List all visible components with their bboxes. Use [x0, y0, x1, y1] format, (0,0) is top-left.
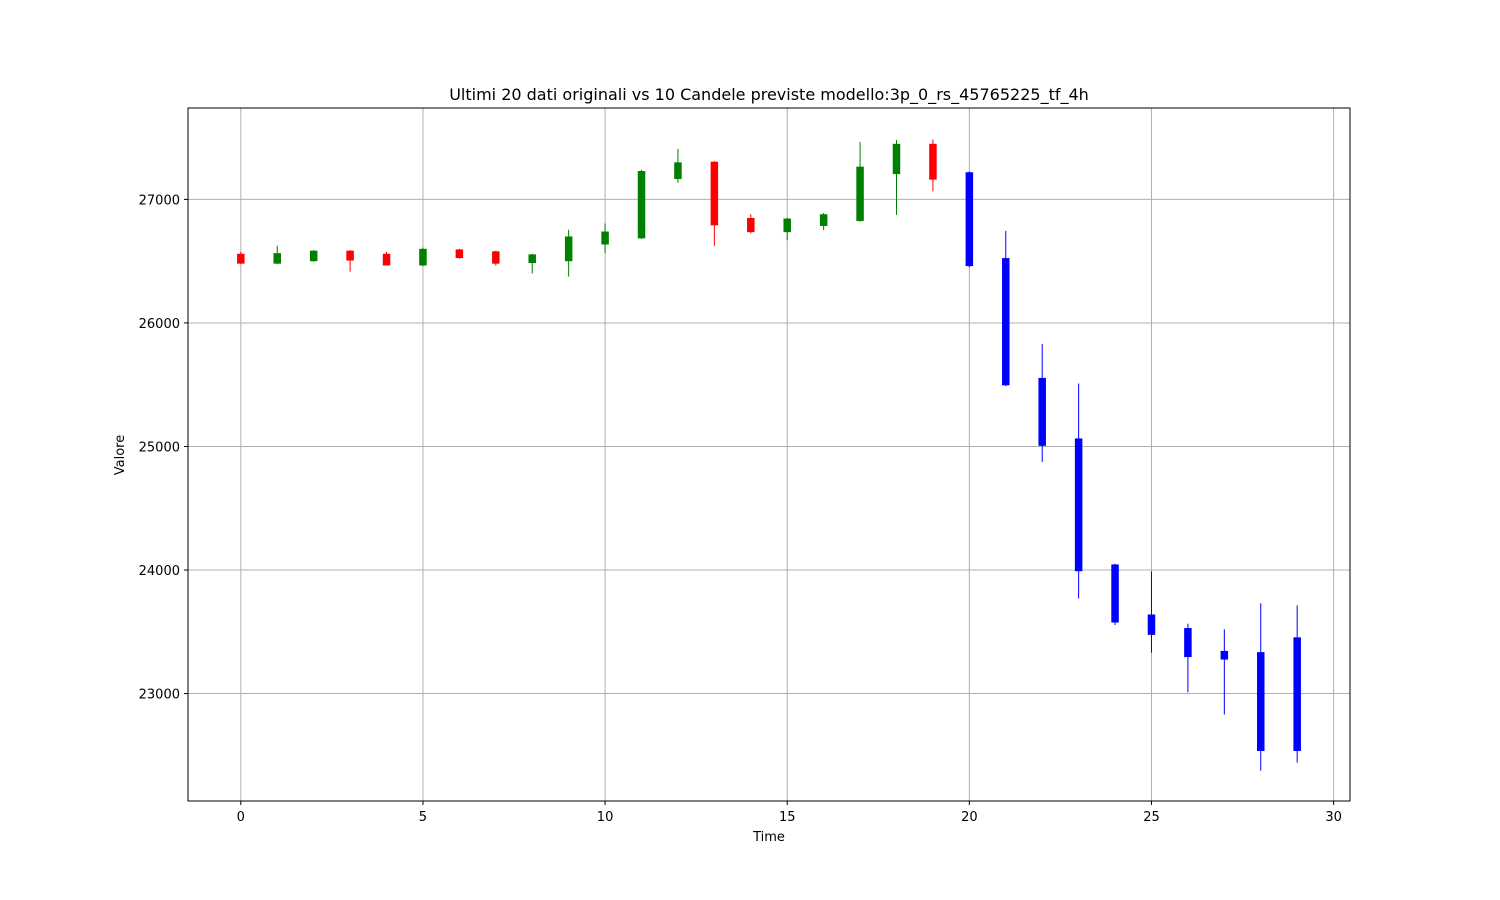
- forecast-candle: [1038, 343, 1046, 462]
- candle-body: [856, 166, 864, 222]
- x-tick-label: 30: [1325, 810, 1342, 825]
- axis-ticks: 0 5 10 15 20 25 30 23000 24000 25000 26000 27000: [139, 193, 1342, 825]
- original-candle: [783, 217, 791, 241]
- candle-body: [1257, 652, 1265, 751]
- x-tick-label: 0: [237, 810, 245, 825]
- x-axis-label: Time: [752, 830, 785, 845]
- candle-body: [382, 253, 391, 266]
- x-tick-label: 10: [597, 810, 614, 825]
- original-candle: [492, 250, 500, 266]
- candle-body: [1184, 628, 1192, 658]
- forecast-candle: [1293, 605, 1301, 763]
- candle-body: [273, 253, 281, 264]
- original-candle: [237, 251, 245, 265]
- original-candle: [710, 161, 719, 246]
- original-candle: [346, 250, 354, 272]
- y-tick-label: 25000: [139, 440, 180, 455]
- y-axis-label: Valore: [113, 435, 128, 475]
- candle-body: [455, 249, 464, 259]
- candle-body: [1074, 438, 1083, 572]
- candle-body: [747, 217, 755, 233]
- y-tick-label: 24000: [139, 564, 180, 579]
- original-candle: [856, 141, 864, 222]
- candle-body: [710, 161, 719, 226]
- original-candle: [455, 248, 464, 259]
- candle-body: [1220, 650, 1229, 660]
- original-candle: [419, 247, 427, 267]
- original-candle: [674, 148, 682, 183]
- original-candle: [273, 245, 281, 265]
- candle-body: [819, 214, 828, 226]
- y-tick-label: 23000: [139, 688, 180, 703]
- candle-body: [419, 248, 427, 266]
- forecast-candle: [1074, 383, 1083, 599]
- forecast-candle: [1147, 571, 1156, 653]
- original-candle: [819, 213, 828, 231]
- chart-title: Ultimi 20 dati originali vs 10 Candele p…: [449, 85, 1089, 105]
- candle-body: [1147, 614, 1156, 635]
- original-candle: [382, 251, 391, 266]
- candle-body: [674, 162, 682, 180]
- candle-body: [783, 218, 791, 233]
- y-tick-label: 26000: [139, 317, 180, 332]
- x-tick-label: 20: [961, 810, 978, 825]
- original-candle: [929, 139, 937, 192]
- candle-body: [1111, 564, 1119, 623]
- x-tick-label: 5: [419, 810, 427, 825]
- original-candle: [637, 169, 646, 239]
- candle-body: [492, 251, 500, 264]
- plot-frame: [187, 107, 1351, 802]
- forecast-candle: [1257, 603, 1265, 771]
- y-tick-label: 27000: [139, 193, 180, 208]
- forecast-candle: [1111, 563, 1119, 625]
- candle-body: [1293, 637, 1301, 751]
- original-candle: [601, 223, 609, 254]
- candle-body: [1038, 377, 1046, 446]
- forecast-candle: [1220, 629, 1229, 715]
- candle-body: [892, 143, 901, 175]
- forecast-candle: [965, 171, 974, 268]
- original-candle: [892, 140, 901, 215]
- original-candle: [309, 250, 318, 262]
- candle-body: [564, 236, 573, 262]
- x-tick-label: 15: [779, 810, 796, 825]
- candles: [237, 139, 1301, 771]
- candle-body: [237, 253, 245, 264]
- candle-body: [309, 250, 318, 262]
- original-candle: [747, 214, 755, 234]
- grid-lines: [188, 108, 1350, 801]
- candle-body: [346, 250, 354, 261]
- forecast-candle: [1002, 230, 1010, 386]
- candle-body: [1002, 258, 1010, 386]
- x-tick-label: 25: [1143, 810, 1160, 825]
- candle-body: [601, 231, 609, 245]
- original-candle: [564, 229, 573, 277]
- candle-body: [929, 143, 937, 180]
- candle-body: [528, 254, 536, 264]
- forecast-candle: [1184, 623, 1192, 693]
- candle-body: [637, 171, 646, 239]
- candle-body: [965, 172, 974, 267]
- original-candle: [528, 253, 536, 274]
